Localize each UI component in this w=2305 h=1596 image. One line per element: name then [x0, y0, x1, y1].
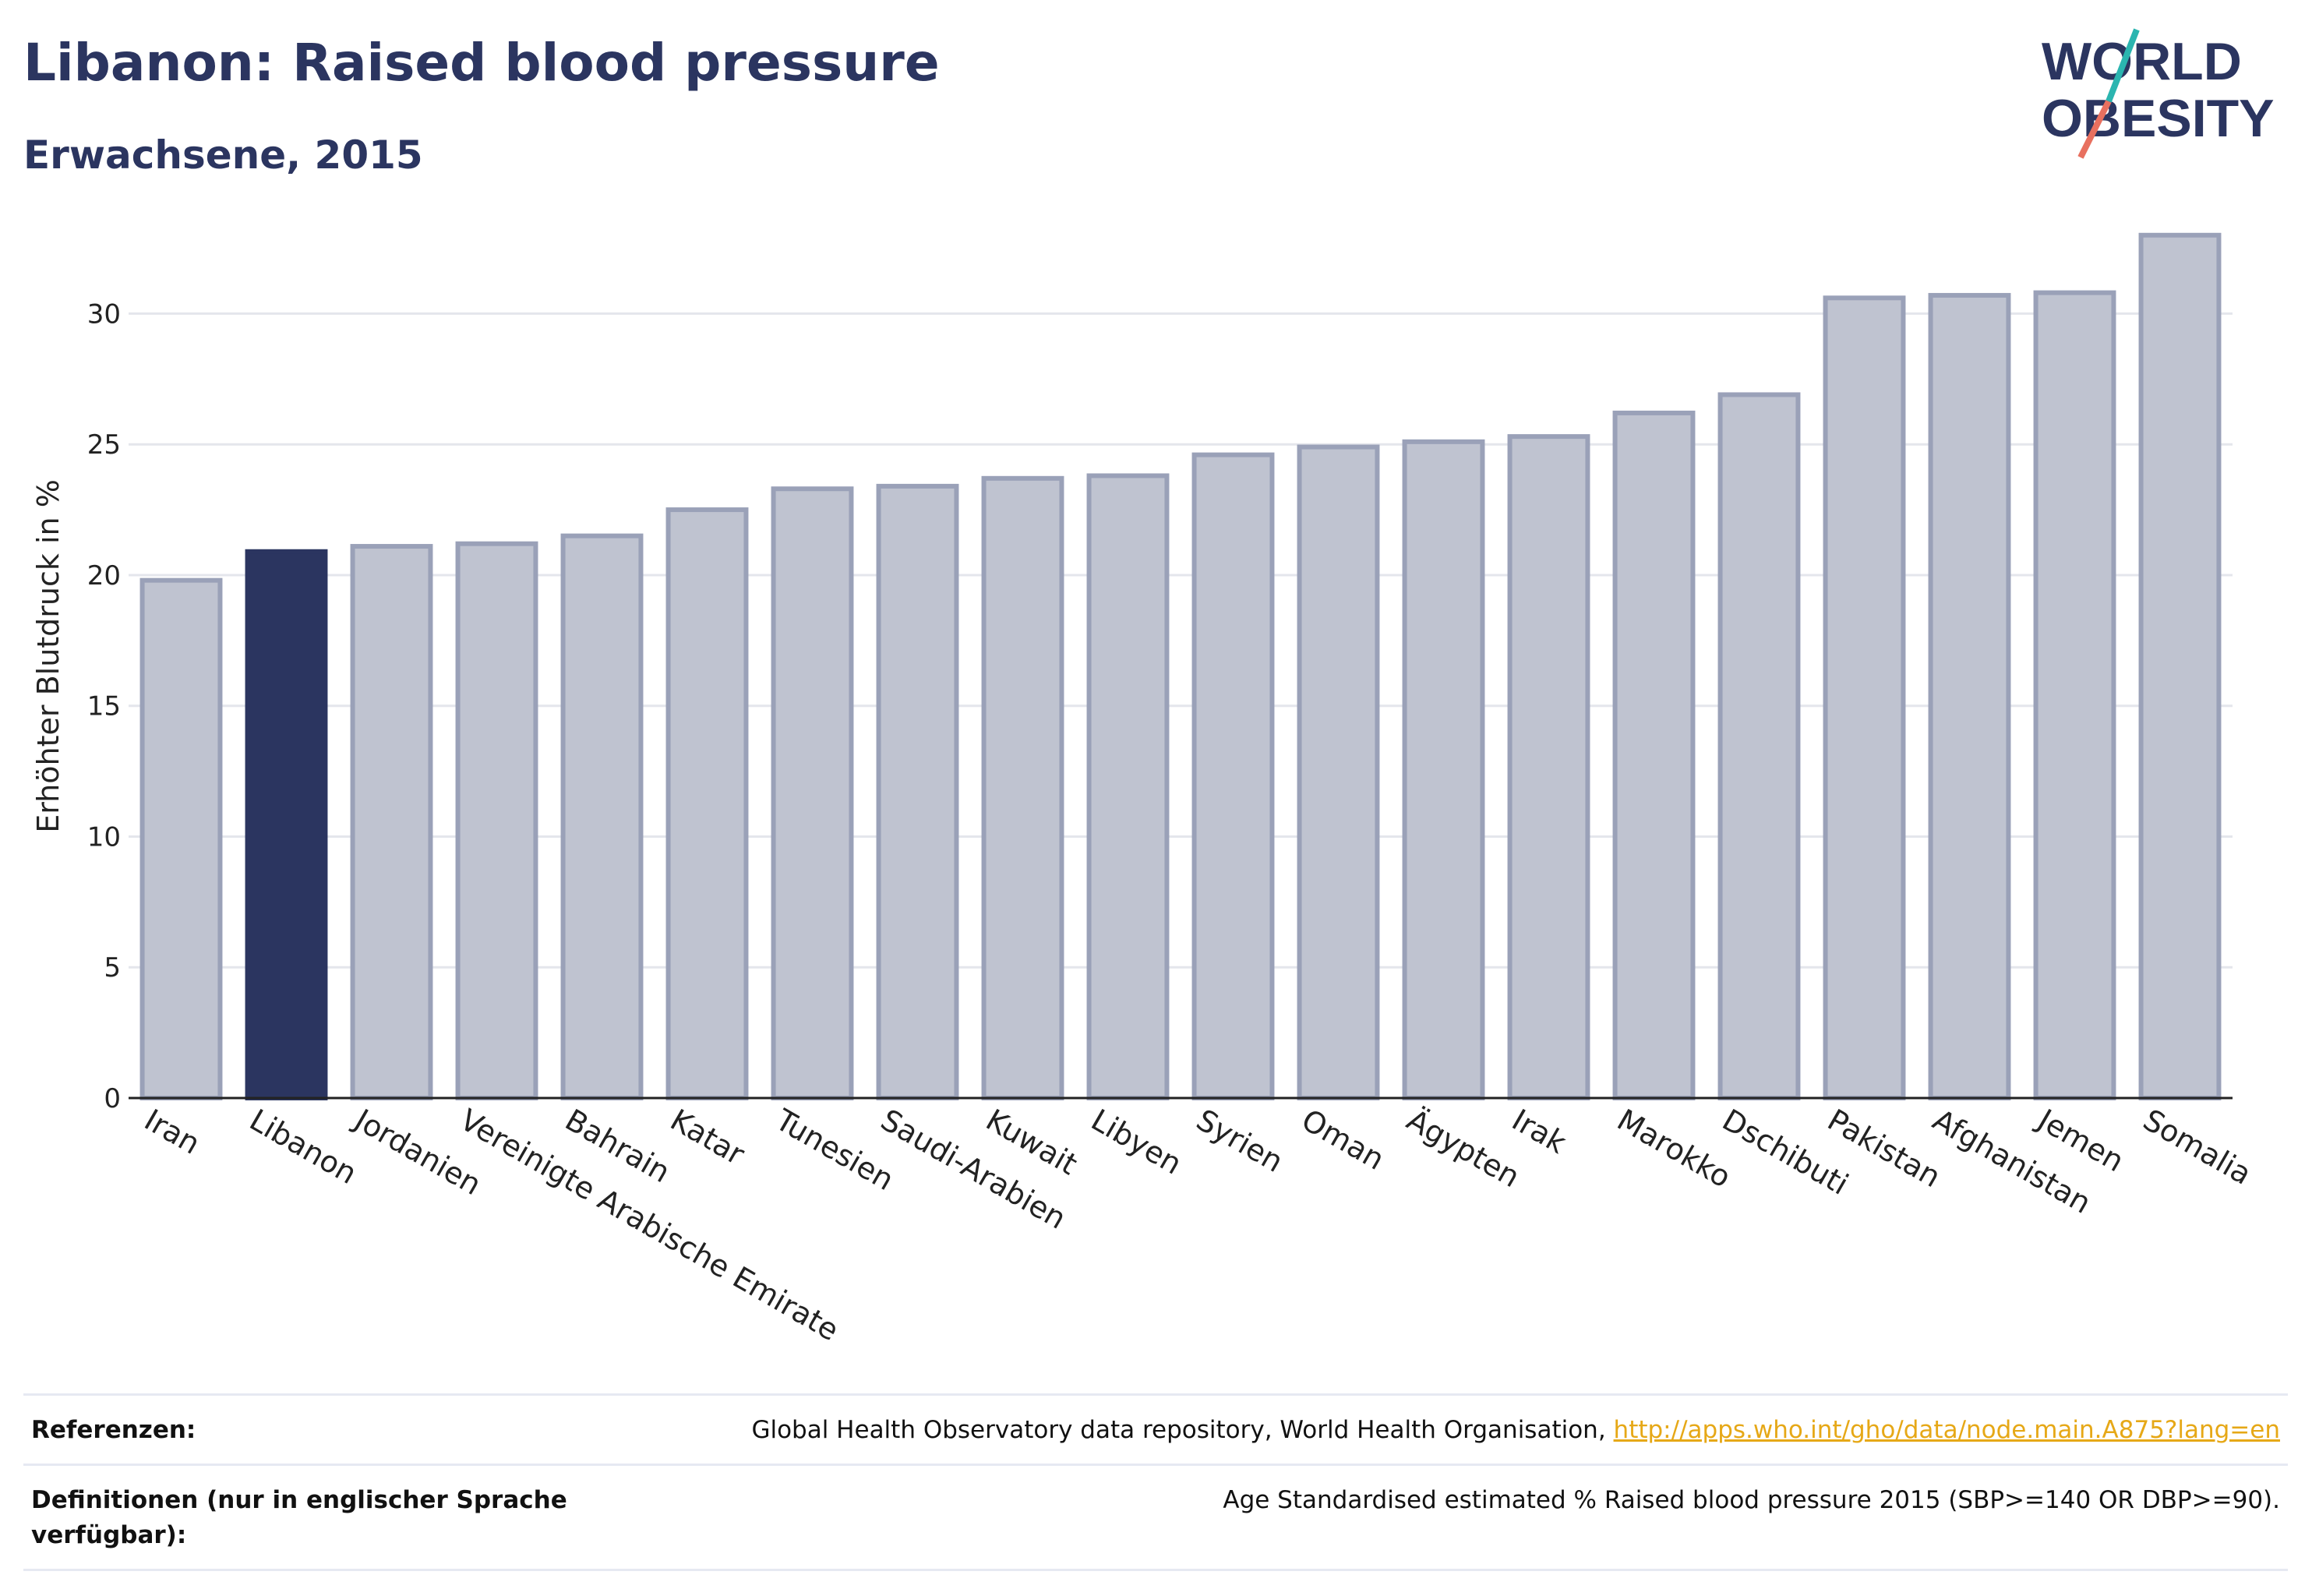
bar-saudi-arabien	[876, 483, 959, 1100]
bars	[139, 232, 2222, 1100]
bar-jemen	[2033, 290, 2116, 1100]
x-tick-label: Somalia	[2137, 1103, 2257, 1192]
x-tick-label: Oman	[1296, 1103, 1390, 1177]
chart-title: Libanon: Raised blood pressure	[23, 33, 940, 93]
definitions-label: Definitionen (nur in englischer Sprache …	[31, 1485, 567, 1549]
gridlines	[129, 312, 2233, 969]
y-tick-label: 15	[87, 691, 121, 722]
bar-bahrain	[560, 533, 644, 1100]
references-value: Global Health Observatory data repositor…	[751, 1413, 2280, 1448]
definitions-row: Definitionen (nur in englischer Sprache …	[23, 1463, 2288, 1571]
x-tick-label: Irak	[1506, 1103, 1572, 1160]
logo-slash-teal	[2106, 28, 2140, 103]
bar-tunesien	[771, 486, 854, 1100]
bar-dschibuti	[1717, 392, 1801, 1100]
x-tick-label: Iran	[139, 1103, 206, 1161]
x-tick-label: Tunesien	[769, 1102, 899, 1197]
bar-vereinigte-arabische-emirate	[455, 541, 538, 1100]
y-axis-label: Erhöhter Blutdruck in %	[31, 479, 65, 833]
x-tick-label: Syrien	[1191, 1103, 1289, 1179]
logo-line2: OBESITY	[2042, 89, 2275, 148]
bar-iran	[139, 577, 223, 1100]
bar-kuwait	[981, 475, 1064, 1100]
bar-oman	[1297, 444, 1380, 1100]
bar-irak	[1507, 434, 1590, 1100]
bar-syrien	[1191, 452, 1275, 1100]
references-text: Global Health Observatory data repositor…	[751, 1416, 1614, 1444]
bar-libanon	[245, 549, 328, 1100]
bar-pakistan	[1823, 295, 1906, 1100]
bar-ägypten	[1402, 439, 1485, 1100]
y-tick-label: 0	[104, 1083, 121, 1114]
logo-line1: WORLD	[2042, 32, 2242, 91]
x-tick-label: Libyen	[1085, 1103, 1188, 1181]
footer-table: Referenzen: Global Health Observatory da…	[23, 1393, 2288, 1571]
logo-slash-coral	[2077, 100, 2112, 159]
bar-somalia	[2138, 232, 2222, 1100]
x-tick-label: Ägypten	[1401, 1103, 1526, 1195]
bar-marokko	[1612, 410, 1696, 1100]
references-row: Referenzen: Global Health Observatory da…	[23, 1393, 2288, 1464]
references-label: Referenzen:	[31, 1416, 196, 1444]
y-tick-label: 5	[104, 952, 121, 983]
y-tick-label: 10	[87, 821, 121, 853]
bar-libyen	[1086, 473, 1170, 1100]
x-tick-label: Marokko	[1611, 1103, 1737, 1195]
world-obesity-logo: WORLD OBESITY	[2042, 28, 2275, 159]
x-tick-label: Libanon	[244, 1103, 362, 1191]
y-tick-label: 20	[87, 560, 121, 591]
y-tick-label: 30	[87, 298, 121, 330]
bar-katar	[665, 507, 749, 1100]
x-tick-label: Katar	[665, 1103, 750, 1172]
chart-subtitle: Erwachsene, 2015	[23, 132, 423, 178]
x-tick-label: Saudi-Arabien	[875, 1103, 1071, 1236]
definitions-value: Age Standardised estimated % Raised bloo…	[1223, 1485, 2280, 1514]
references-link[interactable]: http://apps.who.int/gho/data/node.main.A…	[1613, 1416, 2280, 1444]
bar-afghanistan	[1928, 292, 2011, 1100]
bar-jordanien	[350, 544, 433, 1100]
y-tick-label: 25	[87, 429, 121, 461]
